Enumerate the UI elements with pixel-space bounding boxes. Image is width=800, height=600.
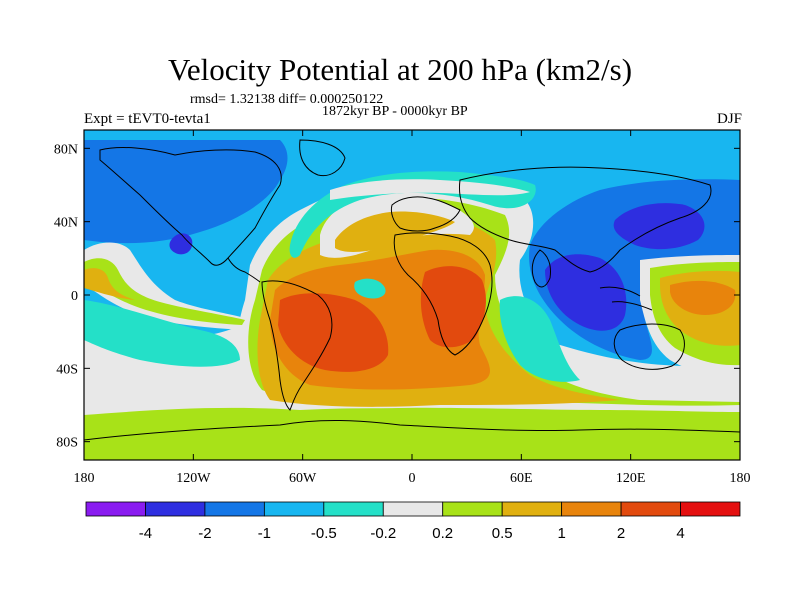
coastline-south-america (261, 280, 333, 411)
colorbar-label: 0.2 (432, 525, 453, 542)
coastline-india (531, 249, 551, 288)
x-tick-label: 180 (730, 471, 751, 486)
coastline-australia (613, 323, 685, 370)
colorbar-label: 2 (617, 525, 625, 542)
region-atlantic-cyan-patch (354, 278, 386, 299)
season-label: DJF (716, 111, 742, 127)
region-southeast-pacific-negative (84, 300, 240, 367)
y-tick-label: 0 (71, 289, 78, 304)
coastline-north-america (99, 147, 282, 266)
colorbar-label: -0.5 (311, 525, 337, 542)
contour-field (84, 130, 740, 460)
experiment-label: Expt = tEVT0-tevta1 (84, 111, 211, 127)
period-line: 1872kyr BP - 0000kyr BP (322, 104, 468, 119)
colorbar-swatch (501, 501, 563, 517)
chart-title: Velocity Potential at 200 hPa (km2/s) (167, 52, 633, 87)
y-tick-label: 80S (56, 436, 78, 451)
region-southern-positive-band (84, 407, 740, 460)
coastline-europe (390, 196, 461, 232)
y-tick-label: 40N (54, 216, 78, 231)
coastline-africa (393, 232, 493, 356)
region-africa-maximum (420, 266, 486, 348)
colorbar-label: -1 (258, 525, 271, 542)
region-south-america-maximum (278, 293, 389, 372)
region-south-pacific-strong (670, 280, 736, 315)
coastline-antarctica (84, 419, 740, 441)
stats-line: rmsd= 1.32138 diff= 0.000250122 (190, 92, 384, 107)
region-south-indian-negative (499, 296, 580, 382)
colorbar: -4 -2 -1 -0.5 -0.2 0.2 0.5 1 2 4 (85, 501, 741, 542)
x-tick-label: 60E (510, 471, 533, 486)
coastline-central-america (227, 257, 261, 283)
y-tick-label: 40S (56, 362, 78, 377)
region-east-pacific-neutral (84, 242, 250, 330)
y-tick-label: 80N (54, 142, 78, 157)
region-indonesia-minimum (545, 254, 627, 331)
colorbar-swatch (263, 501, 325, 517)
colorbar-label: -0.2 (370, 525, 396, 542)
colorbar-swatch (323, 501, 384, 517)
coastline-asia (459, 166, 712, 273)
x-tick-label: 60W (289, 471, 317, 486)
colorbar-swatch (204, 501, 265, 517)
colorbar-label: 4 (676, 525, 684, 542)
region-arctic-neutral (330, 179, 530, 200)
colorbar-swatch (561, 501, 622, 517)
region-east-pacific-moderate (84, 268, 135, 300)
coastline-greenland (299, 139, 346, 177)
x-tick-label: 120W (176, 471, 211, 486)
colorbar-swatch (382, 501, 444, 517)
colorbar-swatch (145, 501, 206, 517)
coastlines (84, 139, 740, 441)
colorbar-swatch (680, 501, 741, 517)
colorbar-label: 1 (557, 525, 565, 542)
region-north-atlantic-moderate (335, 211, 455, 252)
colorbar-label: 0.5 (492, 525, 513, 542)
colorbar-swatch (620, 501, 681, 517)
x-tick-label: 0 (409, 471, 416, 486)
region-north-america-negative (84, 140, 288, 244)
axis-ticks: 80N 40N 0 40S 80S 180 120W 60W 0 60E 120E 180 (54, 130, 751, 486)
region-north-america-minimum (169, 233, 193, 255)
x-tick-label: 120E (616, 471, 646, 486)
coastline-indonesia (599, 286, 653, 311)
colorbar-swatch (85, 501, 146, 517)
colorbar-label: -4 (139, 525, 152, 542)
x-tick-label: 180 (74, 471, 95, 486)
colorbar-label: -2 (198, 525, 211, 542)
colorbar-swatch (442, 501, 503, 517)
